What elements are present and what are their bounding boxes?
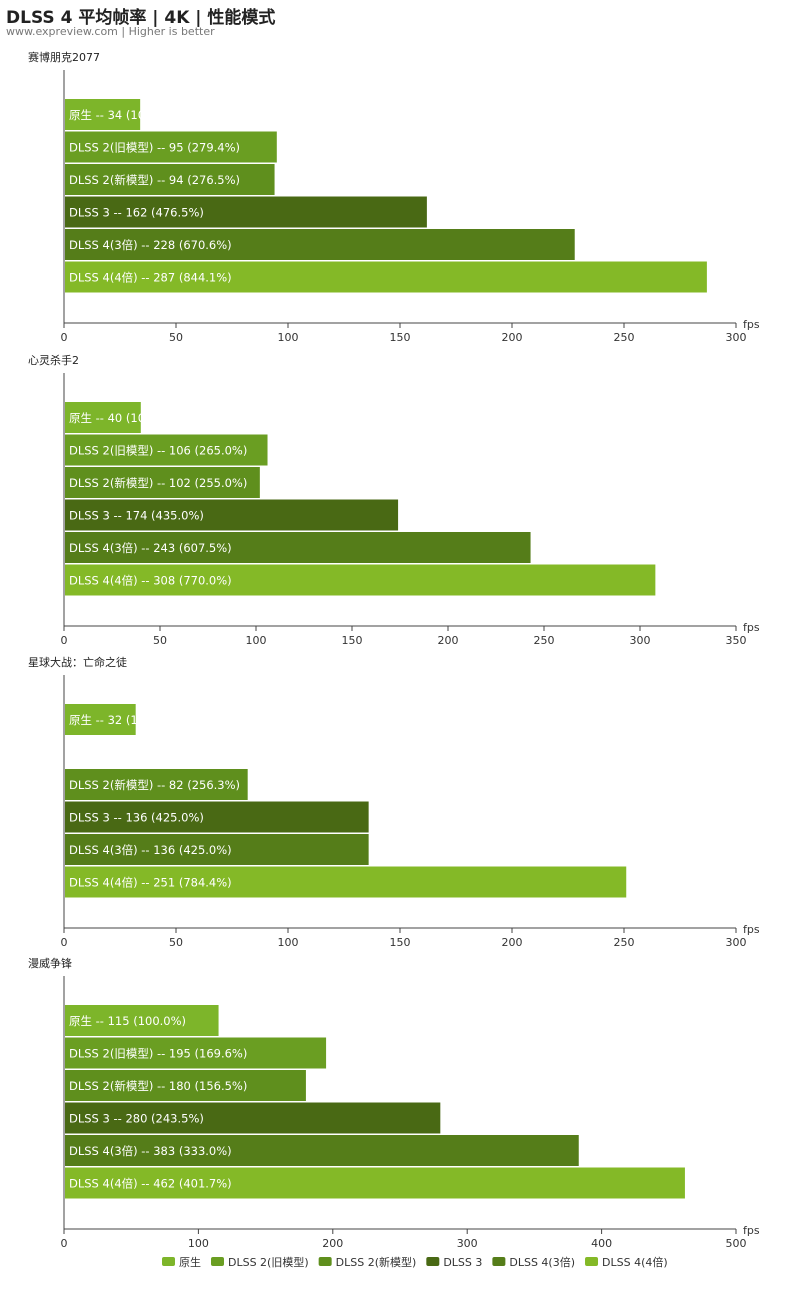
bar bbox=[65, 1005, 219, 1036]
legend-label: DLSS 3 bbox=[443, 1256, 482, 1269]
legend-label: DLSS 4(4倍) bbox=[602, 1255, 668, 1269]
legend-swatch bbox=[211, 1257, 224, 1266]
bar bbox=[65, 834, 369, 865]
bar bbox=[65, 261, 707, 293]
x-tick-label: 200 bbox=[322, 1237, 343, 1250]
bar bbox=[65, 402, 141, 433]
unit-label: fps bbox=[743, 621, 760, 634]
data-label: DLSS 2(旧模型) -- 195 (169.6%) bbox=[69, 1047, 247, 1061]
x-tick-label: 150 bbox=[390, 936, 411, 949]
bar bbox=[65, 1167, 685, 1199]
bar bbox=[65, 99, 141, 130]
data-label: DLSS 4(3倍) -- 136 (425.0%) bbox=[69, 843, 232, 857]
legend-label: DLSS 2(旧模型) bbox=[228, 1255, 309, 1269]
legend-swatch bbox=[426, 1257, 440, 1266]
x-tick-label: 200 bbox=[502, 331, 523, 344]
chart-title: DLSS 4 平均帧率 | 4K | 性能模式 bbox=[6, 8, 276, 28]
x-tick-label: 100 bbox=[188, 1237, 209, 1250]
data-label: DLSS 2(新模型) -- 102 (255.0%) bbox=[69, 476, 247, 490]
x-tick-label: 200 bbox=[438, 634, 459, 647]
x-tick-label: 50 bbox=[153, 634, 167, 647]
data-label: DLSS 2(新模型) -- 180 (156.5%) bbox=[69, 1079, 247, 1093]
data-label: DLSS 4(4倍) -- 462 (401.7%) bbox=[69, 1177, 232, 1191]
legend-label: DLSS 2(新模型) bbox=[336, 1255, 417, 1269]
data-label: DLSS 2(新模型) -- 82 (256.3%) bbox=[69, 778, 240, 792]
data-label: DLSS 4(4倍) -- 251 (784.4%) bbox=[69, 876, 232, 890]
x-tick-label: 300 bbox=[457, 1237, 478, 1250]
x-tick-label: 300 bbox=[726, 331, 747, 344]
chart-subtitle: www.expreview.com | Higher is better bbox=[6, 25, 215, 38]
x-tick-label: 250 bbox=[614, 331, 635, 344]
data-label: DLSS 4(4倍) -- 308 (770.0%) bbox=[69, 574, 232, 588]
data-label: DLSS 3 -- 174 (435.0%) bbox=[69, 509, 204, 523]
bar bbox=[65, 434, 268, 466]
x-tick-label: 50 bbox=[169, 331, 183, 344]
x-tick-label: 150 bbox=[342, 634, 363, 647]
x-tick-label: 100 bbox=[278, 331, 299, 344]
data-label: DLSS 4(3倍) -- 243 (607.5%) bbox=[69, 541, 232, 555]
data-label: DLSS 3 -- 280 (243.5%) bbox=[69, 1112, 204, 1126]
data-label: DLSS 4(3倍) -- 383 (333.0%) bbox=[69, 1144, 232, 1158]
unit-label: fps bbox=[743, 318, 760, 331]
x-tick-label: 0 bbox=[61, 634, 68, 647]
x-tick-label: 350 bbox=[726, 634, 747, 647]
bar bbox=[65, 866, 627, 898]
x-tick-label: 250 bbox=[534, 634, 555, 647]
bar bbox=[65, 704, 136, 735]
bar bbox=[65, 1070, 306, 1101]
x-tick-label: 50 bbox=[169, 936, 183, 949]
bar bbox=[65, 229, 575, 260]
x-tick-label: 100 bbox=[246, 634, 267, 647]
data-label: DLSS 3 -- 162 (476.5%) bbox=[69, 206, 204, 220]
legend-swatch bbox=[162, 1257, 175, 1266]
legend-label: DLSS 4(3倍) bbox=[509, 1255, 575, 1269]
panel-title: 星球大战：亡命之徒 bbox=[28, 655, 127, 669]
x-tick-label: 200 bbox=[502, 936, 523, 949]
bar bbox=[65, 1102, 441, 1134]
data-label: DLSS 4(4倍) -- 287 (844.1%) bbox=[69, 271, 232, 285]
bar bbox=[65, 532, 531, 563]
bar bbox=[65, 801, 369, 833]
bar bbox=[65, 1135, 579, 1166]
x-tick-label: 250 bbox=[614, 936, 635, 949]
bar bbox=[65, 196, 427, 228]
data-label: DLSS 2(新模型) -- 94 (276.5%) bbox=[69, 173, 240, 187]
data-label: DLSS 2(旧模型) -- 95 (279.4%) bbox=[69, 141, 240, 155]
x-tick-label: 0 bbox=[61, 936, 68, 949]
data-label: DLSS 2(旧模型) -- 106 (265.0%) bbox=[69, 444, 247, 458]
legend-swatch bbox=[318, 1257, 332, 1266]
bar bbox=[65, 164, 275, 195]
x-tick-label: 300 bbox=[630, 634, 651, 647]
data-label: 原生 -- 40 (100.0%) bbox=[69, 411, 179, 425]
panel-title: 漫威争锋 bbox=[28, 956, 72, 970]
legend-swatch bbox=[585, 1257, 599, 1266]
data-label: 原生 -- 32 (100.0%) bbox=[69, 713, 179, 727]
bar bbox=[65, 564, 656, 596]
bar bbox=[65, 467, 260, 498]
unit-label: fps bbox=[743, 923, 760, 936]
bar bbox=[65, 131, 277, 163]
panel-title: 赛博朋克2077 bbox=[28, 50, 100, 64]
data-label: DLSS 3 -- 136 (425.0%) bbox=[69, 811, 204, 825]
x-tick-label: 0 bbox=[61, 1237, 68, 1250]
bar bbox=[65, 499, 399, 531]
panel-title: 心灵杀手2 bbox=[28, 353, 79, 367]
unit-label: fps bbox=[743, 1224, 760, 1237]
x-tick-label: 300 bbox=[726, 936, 747, 949]
bar bbox=[65, 769, 248, 800]
legend-swatch bbox=[492, 1257, 506, 1266]
data-label: 原生 -- 115 (100.0%) bbox=[69, 1014, 186, 1028]
data-label: 原生 -- 34 (100.0%) bbox=[69, 108, 179, 122]
x-tick-label: 400 bbox=[591, 1237, 612, 1250]
x-tick-label: 100 bbox=[278, 936, 299, 949]
bar bbox=[65, 1037, 327, 1069]
x-tick-label: 0 bbox=[61, 331, 68, 344]
x-tick-label: 150 bbox=[390, 331, 411, 344]
x-tick-label: 500 bbox=[726, 1237, 747, 1250]
data-label: DLSS 4(3倍) -- 228 (670.6%) bbox=[69, 238, 232, 252]
legend-label: 原生 bbox=[179, 1255, 201, 1269]
